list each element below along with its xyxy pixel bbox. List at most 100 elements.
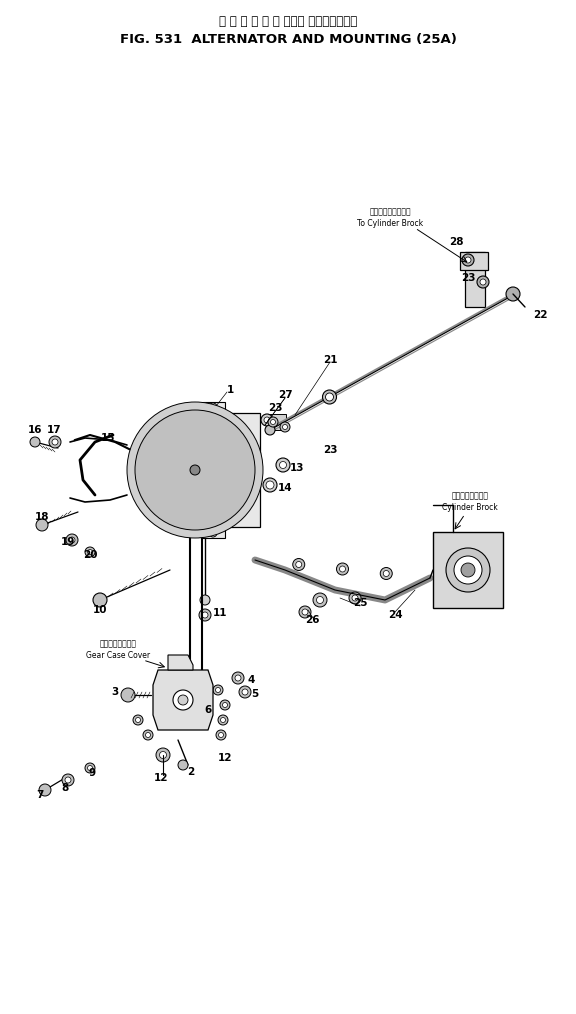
Circle shape [239, 686, 251, 698]
Text: 11: 11 [213, 608, 228, 618]
Circle shape [65, 777, 71, 783]
Circle shape [88, 550, 93, 555]
Text: 5: 5 [251, 689, 259, 699]
Circle shape [181, 701, 195, 715]
Circle shape [271, 420, 275, 425]
Circle shape [85, 547, 95, 557]
Circle shape [209, 403, 217, 411]
Circle shape [30, 437, 40, 447]
Text: 9: 9 [89, 768, 96, 778]
Text: 8: 8 [62, 783, 69, 793]
Text: 22: 22 [533, 310, 547, 320]
Text: 3: 3 [111, 687, 119, 697]
Circle shape [216, 730, 226, 740]
Circle shape [159, 434, 231, 506]
Circle shape [188, 463, 202, 477]
Circle shape [261, 414, 273, 426]
Circle shape [477, 276, 489, 288]
Text: オ ル タ ネ ー タ および マウンティング: オ ル タ ネ ー タ および マウンティング [219, 15, 357, 28]
Circle shape [316, 596, 324, 603]
Circle shape [232, 672, 244, 684]
Polygon shape [175, 527, 225, 538]
Text: 23: 23 [461, 273, 475, 283]
Text: 10: 10 [93, 605, 107, 615]
Text: 16: 16 [28, 425, 42, 435]
Text: 26: 26 [305, 615, 319, 625]
Circle shape [293, 559, 305, 571]
Bar [465, 252, 485, 307]
Circle shape [265, 425, 275, 435]
Circle shape [69, 537, 75, 544]
Text: 20: 20 [83, 550, 97, 560]
Text: 23: 23 [268, 403, 282, 413]
Circle shape [39, 784, 51, 796]
Circle shape [446, 548, 490, 592]
Circle shape [462, 254, 474, 266]
Circle shape [135, 410, 255, 530]
Circle shape [221, 718, 225, 723]
Circle shape [143, 418, 247, 522]
Circle shape [66, 534, 78, 546]
Circle shape [160, 751, 166, 758]
Text: To Cylinder Brock: To Cylinder Brock [357, 219, 423, 228]
Text: 2: 2 [187, 767, 195, 777]
Bar [175, 413, 260, 527]
Circle shape [264, 417, 270, 423]
Circle shape [339, 566, 346, 572]
Bar [460, 252, 488, 270]
Circle shape [380, 568, 392, 579]
Circle shape [209, 529, 217, 537]
Bar [268, 414, 286, 430]
Circle shape [266, 481, 274, 489]
Circle shape [167, 442, 223, 498]
Polygon shape [168, 655, 193, 670]
Circle shape [242, 689, 248, 695]
Circle shape [218, 715, 228, 725]
Circle shape [88, 766, 93, 771]
Text: Cylinder Brock: Cylinder Brock [442, 504, 498, 512]
Circle shape [184, 705, 191, 712]
Circle shape [49, 436, 61, 448]
Circle shape [465, 257, 471, 263]
Circle shape [85, 763, 95, 773]
Circle shape [263, 478, 277, 492]
Circle shape [323, 390, 336, 404]
Text: 7: 7 [36, 790, 44, 800]
Text: 6: 6 [204, 705, 211, 715]
Circle shape [127, 402, 263, 538]
Circle shape [352, 595, 358, 601]
Circle shape [173, 690, 193, 710]
Circle shape [276, 458, 290, 472]
Circle shape [268, 417, 278, 427]
Circle shape [313, 593, 327, 607]
Circle shape [143, 730, 153, 740]
Text: ギヤケースカバー: ギヤケースカバー [100, 640, 137, 649]
Text: 17: 17 [47, 425, 61, 435]
Circle shape [93, 593, 107, 607]
Circle shape [190, 465, 200, 475]
Circle shape [325, 393, 334, 401]
Circle shape [280, 422, 290, 432]
Circle shape [383, 571, 389, 577]
Circle shape [461, 563, 475, 577]
Circle shape [121, 689, 135, 702]
Circle shape [36, 519, 48, 531]
Circle shape [349, 592, 361, 604]
Text: Gear Case Cover: Gear Case Cover [86, 652, 150, 660]
Circle shape [299, 606, 311, 618]
Text: 12: 12 [218, 753, 232, 763]
Text: 25: 25 [353, 598, 367, 608]
Text: 1: 1 [226, 385, 234, 395]
Text: 18: 18 [35, 512, 50, 522]
Circle shape [222, 703, 228, 708]
Circle shape [200, 595, 210, 605]
Text: 12: 12 [154, 773, 168, 783]
Circle shape [279, 461, 286, 468]
Circle shape [220, 700, 230, 710]
Circle shape [506, 287, 520, 301]
Circle shape [235, 675, 241, 681]
Circle shape [52, 439, 58, 445]
Circle shape [480, 279, 486, 285]
Circle shape [135, 718, 141, 723]
Circle shape [62, 774, 74, 786]
